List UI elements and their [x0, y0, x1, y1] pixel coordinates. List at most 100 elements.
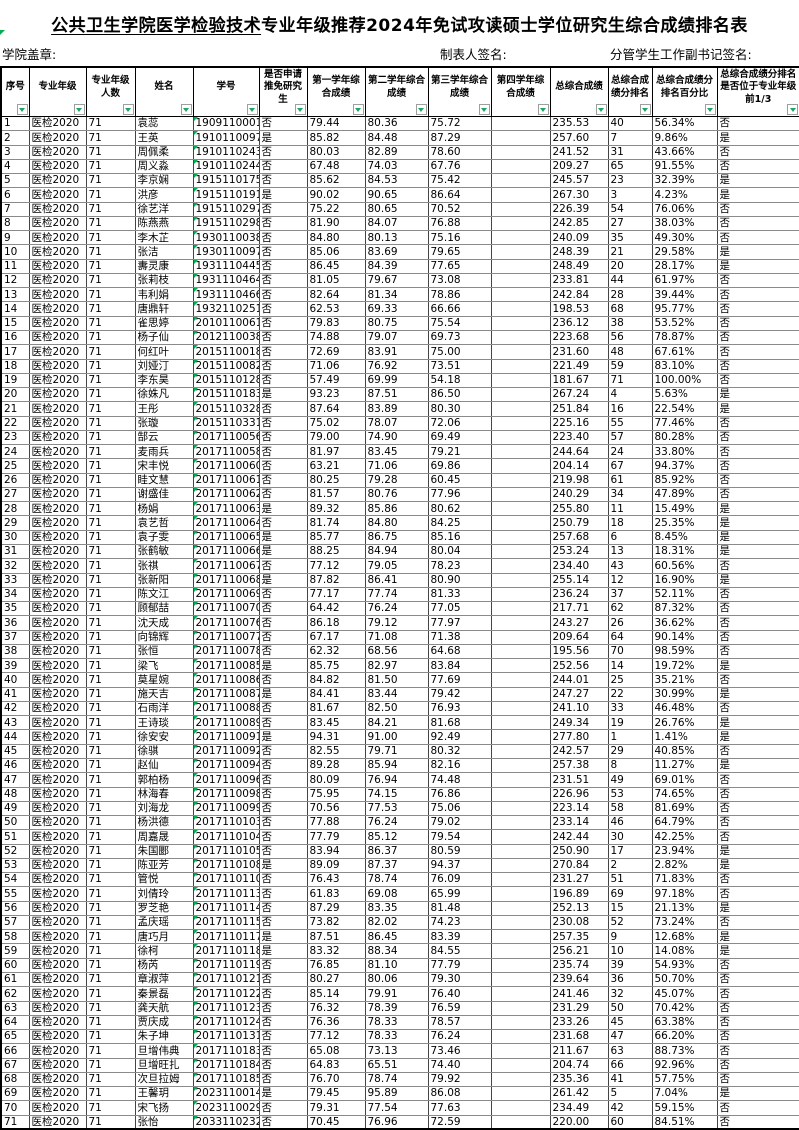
cell-total[interactable]: 250.90: [549, 843, 609, 859]
cell-in_top_third[interactable]: 否: [716, 786, 799, 802]
cell-year3[interactable]: 78.86: [427, 287, 492, 303]
cell-year4[interactable]: [490, 629, 551, 645]
cell-year2[interactable]: 79.28: [364, 472, 429, 488]
cell-rank[interactable]: 50: [607, 1000, 653, 1016]
cell-major[interactable]: 医检2020: [28, 215, 87, 232]
cell-in_top_third[interactable]: 否: [716, 144, 799, 160]
cell-year2[interactable]: 68.56: [364, 643, 429, 660]
cell-rank_percent[interactable]: 90.14%: [651, 629, 718, 645]
cell-student_id[interactable]: 1910110244: [192, 158, 260, 175]
cell-year2[interactable]: 85.86: [364, 501, 429, 517]
cell-total[interactable]: 256.21: [549, 943, 609, 959]
cell-year3[interactable]: 83.39: [427, 929, 492, 945]
cell-in_top_third[interactable]: 否: [716, 201, 799, 217]
cell-total[interactable]: 231.68: [549, 1029, 609, 1045]
cell-name[interactable]: 沈天成: [134, 615, 194, 631]
cell-year3[interactable]: 79.54: [427, 829, 492, 845]
cell-year2[interactable]: 74.90: [364, 429, 429, 446]
cell-year1[interactable]: 77.12: [306, 558, 366, 574]
cell-total[interactable]: 241.46: [549, 986, 609, 1002]
cell-index[interactable]: 59: [0, 943, 30, 959]
cell-rank_percent[interactable]: 64.79%: [651, 815, 718, 831]
cell-index[interactable]: 50: [0, 815, 30, 831]
cell-total[interactable]: 255.80: [549, 501, 609, 517]
cell-in_top_third[interactable]: 否: [716, 558, 799, 574]
cell-index[interactable]: 15: [0, 315, 30, 332]
cell-year3[interactable]: 60.45: [427, 472, 492, 488]
cell-total[interactable]: 217.71: [549, 601, 609, 617]
cell-year3[interactable]: 73.08: [427, 272, 492, 289]
cell-applied[interactable]: 否: [258, 643, 308, 660]
cell-applied[interactable]: 否: [258, 230, 308, 246]
cell-year4[interactable]: [490, 258, 551, 274]
cell-rank[interactable]: 45: [607, 1014, 653, 1031]
cell-year4[interactable]: [490, 843, 551, 859]
cell-name[interactable]: 张洁: [134, 244, 194, 260]
cell-student_id[interactable]: 2017110058: [192, 444, 260, 460]
cell-year3[interactable]: 82.16: [427, 757, 492, 774]
cell-year4[interactable]: [490, 929, 551, 945]
cell-major[interactable]: 医检2020: [28, 429, 87, 446]
cell-cohort_size[interactable]: 71: [85, 543, 136, 560]
cell-major[interactable]: 医检2020: [28, 601, 87, 617]
cell-year1[interactable]: 81.67: [306, 700, 366, 717]
cell-student_id[interactable]: 2015110183: [192, 387, 260, 403]
cell-rank[interactable]: 58: [607, 800, 653, 817]
cell-rank[interactable]: 19: [607, 715, 653, 731]
cell-cohort_size[interactable]: 71: [85, 1057, 136, 1073]
cell-year3[interactable]: 65.99: [427, 886, 492, 902]
cell-index[interactable]: 34: [0, 586, 30, 603]
cell-rank_percent[interactable]: 97.18%: [651, 886, 718, 902]
filter-dropdown-button[interactable]: [122, 104, 134, 116]
cell-cohort_size[interactable]: 71: [85, 158, 136, 175]
filter-dropdown-button[interactable]: [595, 104, 607, 116]
cell-in_top_third[interactable]: 否: [716, 429, 799, 446]
column-header-rank_percent[interactable]: 总综合成绩分排名百分比: [651, 66, 718, 118]
cell-year2[interactable]: 91.00: [364, 729, 429, 745]
cell-applied[interactable]: 是: [258, 1086, 308, 1102]
cell-year4[interactable]: [490, 1043, 551, 1059]
cell-year4[interactable]: [490, 1014, 551, 1031]
cell-rank_percent[interactable]: 29.58%: [651, 244, 718, 260]
cell-year1[interactable]: 89.09: [306, 857, 366, 874]
cell-rank_percent[interactable]: 74.65%: [651, 786, 718, 802]
cell-major[interactable]: 医检2020: [28, 715, 87, 731]
cell-rank_percent[interactable]: 77.46%: [651, 415, 718, 431]
cell-total[interactable]: 257.38: [549, 757, 609, 774]
cell-index[interactable]: 2: [0, 130, 30, 146]
cell-rank_percent[interactable]: 39.44%: [651, 287, 718, 303]
cell-in_top_third[interactable]: 否: [716, 629, 799, 645]
cell-major[interactable]: 医检2020: [28, 187, 87, 203]
cell-major[interactable]: 医检2020: [28, 201, 87, 217]
cell-year4[interactable]: [490, 800, 551, 817]
cell-year2[interactable]: 84.21: [364, 715, 429, 731]
cell-index[interactable]: 30: [0, 529, 30, 546]
cell-total[interactable]: 244.01: [549, 672, 609, 688]
cell-name[interactable]: 李京娴: [134, 173, 194, 189]
cell-in_top_third[interactable]: 否: [716, 672, 799, 688]
cell-index[interactable]: 64: [0, 1014, 30, 1031]
cell-cohort_size[interactable]: 71: [85, 857, 136, 874]
cell-year3[interactable]: 75.42: [427, 173, 492, 189]
cell-in_top_third[interactable]: 否: [716, 957, 799, 973]
cell-rank[interactable]: 13: [607, 543, 653, 560]
cell-rank[interactable]: 23: [607, 173, 653, 189]
cell-student_id[interactable]: 2017110108: [192, 857, 260, 874]
cell-cohort_size[interactable]: 71: [85, 472, 136, 488]
cell-total[interactable]: 251.84: [549, 401, 609, 417]
cell-student_id[interactable]: 2017110061: [192, 472, 260, 488]
cell-rank[interactable]: 43: [607, 558, 653, 574]
cell-applied[interactable]: 否: [258, 1100, 308, 1116]
cell-rank_percent[interactable]: 94.37%: [651, 458, 718, 474]
cell-in_top_third[interactable]: 否: [716, 1057, 799, 1073]
cell-year2[interactable]: 65.51: [364, 1057, 429, 1073]
cell-rank_percent[interactable]: 57.75%: [651, 1071, 718, 1088]
cell-year4[interactable]: [490, 715, 551, 731]
cell-applied[interactable]: 是: [258, 130, 308, 146]
cell-year4[interactable]: [490, 543, 551, 560]
cell-year4[interactable]: [490, 786, 551, 802]
cell-rank_percent[interactable]: 25.35%: [651, 515, 718, 531]
cell-year2[interactable]: 78.07: [364, 415, 429, 431]
cell-cohort_size[interactable]: 71: [85, 372, 136, 389]
cell-cohort_size[interactable]: 71: [85, 658, 136, 674]
